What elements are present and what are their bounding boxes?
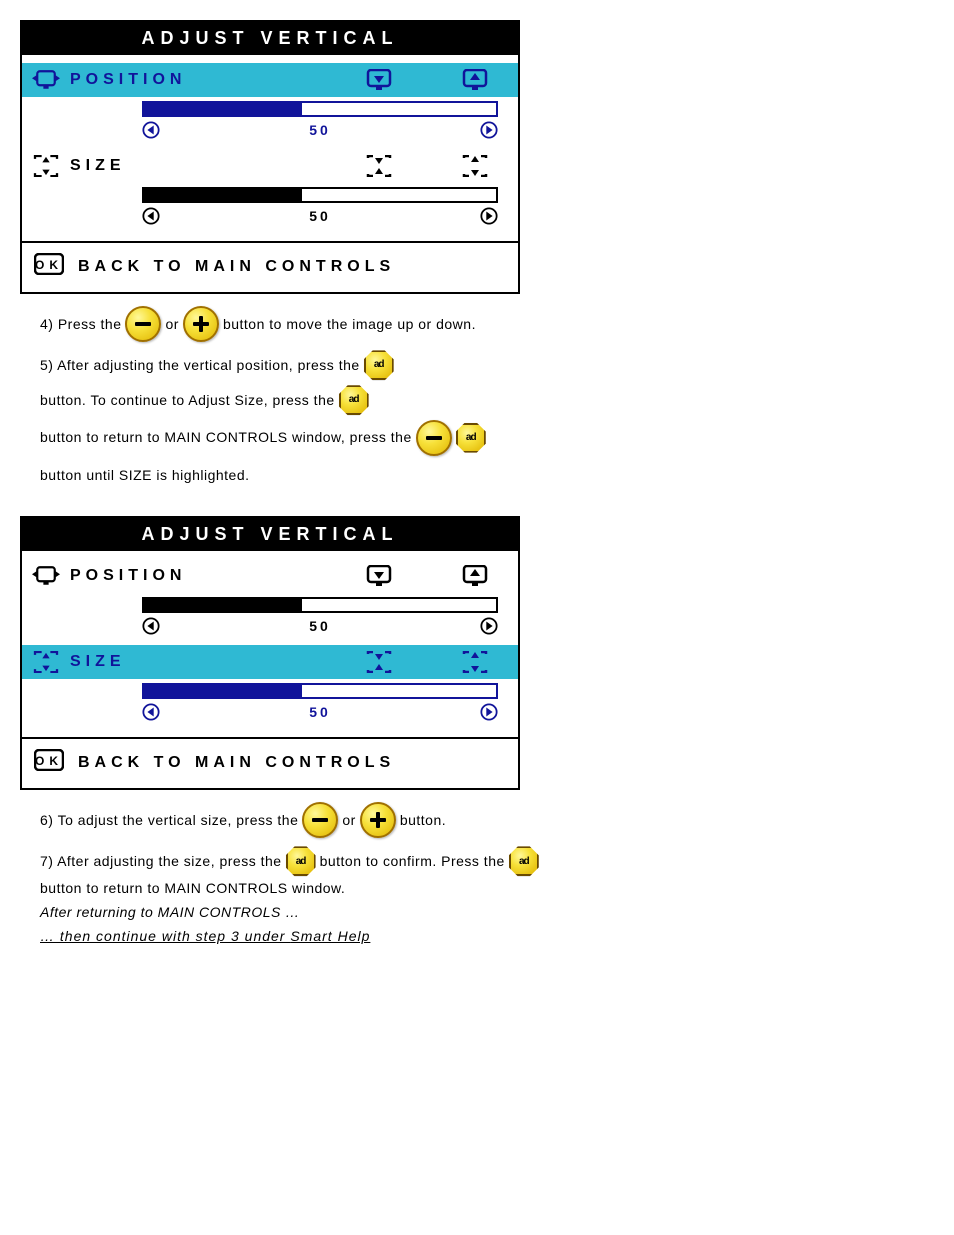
osd1-size-slider[interactable]: 50 <box>22 183 518 235</box>
step6-p3: button. <box>400 812 446 828</box>
ok-button[interactable]: ad <box>286 846 316 876</box>
osd1-title: ADJUST VERTICAL <box>22 22 518 55</box>
osd2-position-slider[interactable]: 50 <box>22 593 518 645</box>
ok-icon <box>34 253 64 280</box>
step7-p2: button to confirm. Press the <box>320 853 505 869</box>
screen-down-icon <box>366 565 392 587</box>
chapter-intro: … then continue with step 3 under <box>40 928 290 944</box>
osd2-back-row[interactable]: BACK TO MAIN CONTROLS <box>22 739 518 788</box>
step5-p4: button until SIZE is highlighted. <box>40 460 250 491</box>
osd1-position-label: POSITION <box>70 71 200 89</box>
osd1-back-row[interactable]: BACK TO MAIN CONTROLS <box>22 243 518 292</box>
screen-down-icon <box>366 69 392 91</box>
osd-panel-2: ADJUST VERTICAL POSITION 50 SIZE <box>20 516 520 790</box>
step-7: 7) After adjusting the size, press the a… <box>40 846 740 896</box>
decrease-arrow-icon[interactable] <box>142 121 160 139</box>
ok-button[interactable]: ad <box>456 423 486 453</box>
step5-p2: button. To continue to Adjust Size, pres… <box>40 385 335 416</box>
ok-button[interactable]: ad <box>339 385 369 415</box>
increase-arrow-icon[interactable] <box>480 617 498 635</box>
step-6: 6) To adjust the vertical size, press th… <box>40 802 934 838</box>
ok-icon <box>34 749 64 776</box>
decrease-arrow-icon[interactable] <box>142 207 160 225</box>
minus-button[interactable] <box>302 802 338 838</box>
vsize-icon <box>32 651 60 673</box>
osd2-back-label: BACK TO MAIN CONTROLS <box>78 754 395 772</box>
osd2-size-value: 50 <box>309 704 331 720</box>
osd1-size-value: 50 <box>309 208 331 224</box>
increase-arrow-icon[interactable] <box>480 207 498 225</box>
chapter-link-row: … then continue with step 3 under Smart … <box>40 928 934 944</box>
step6-p2: or <box>342 812 355 828</box>
increase-arrow-icon[interactable] <box>480 703 498 721</box>
osd1-row-size[interactable]: SIZE <box>22 149 518 183</box>
osd-panel-1: ADJUST VERTICAL POSITION 50 SIZE <box>20 20 520 294</box>
osd1-size-label: SIZE <box>70 157 200 175</box>
increase-arrow-icon[interactable] <box>480 121 498 139</box>
osd2-size-label: SIZE <box>70 653 200 671</box>
shrink-icon <box>366 155 392 177</box>
smart-help-link[interactable]: Smart Help <box>290 928 370 944</box>
vsize-icon <box>32 155 60 177</box>
step7-p3: button to return to MAIN CONTROLS window… <box>40 880 345 896</box>
step4-prefix: 4) Press the <box>40 316 121 332</box>
osd1-row-position[interactable]: POSITION <box>22 63 518 97</box>
step-4: 4) Press the or button to move the image… <box>40 306 934 342</box>
hpos-icon <box>32 565 60 587</box>
step4-suffix: button to move the image up or down. <box>223 316 476 332</box>
ok-button[interactable]: ad <box>364 350 394 380</box>
osd2-size-slider[interactable]: 50 <box>22 679 518 731</box>
osd1-position-slider[interactable]: 50 <box>22 97 518 149</box>
expand-icon <box>462 651 488 673</box>
shrink-icon <box>366 651 392 673</box>
osd2-row-position[interactable]: POSITION <box>22 559 518 593</box>
ok-button[interactable]: ad <box>509 846 539 876</box>
minus-button[interactable] <box>125 306 161 342</box>
decrease-arrow-icon[interactable] <box>142 703 160 721</box>
osd2-row-size[interactable]: SIZE <box>22 645 518 679</box>
osd1-back-label: BACK TO MAIN CONTROLS <box>78 258 395 276</box>
step7-p1: 7) After adjusting the size, press the <box>40 853 282 869</box>
minus-button[interactable] <box>416 420 452 456</box>
step5-p3: button to return to MAIN CONTROLS window… <box>40 422 412 453</box>
expand-icon <box>462 155 488 177</box>
screen-up-icon <box>462 565 488 587</box>
step4-mid: or <box>165 316 178 332</box>
osd2-position-label: POSITION <box>70 567 200 585</box>
after-text: After returning to MAIN CONTROLS … <box>40 904 934 920</box>
step5-p1: 5) After adjusting the vertical position… <box>40 350 360 381</box>
osd2-position-value: 50 <box>309 618 331 634</box>
step6-p1: 6) To adjust the vertical size, press th… <box>40 812 298 828</box>
step-5: 5) After adjusting the vertical position… <box>40 350 660 490</box>
screen-up-icon <box>462 69 488 91</box>
plus-button[interactable] <box>183 306 219 342</box>
osd1-position-value: 50 <box>309 122 331 138</box>
osd2-title: ADJUST VERTICAL <box>22 518 518 551</box>
after-label: After returning to MAIN CONTROLS … <box>40 904 300 920</box>
plus-button[interactable] <box>360 802 396 838</box>
decrease-arrow-icon[interactable] <box>142 617 160 635</box>
hpos-icon <box>32 69 60 91</box>
